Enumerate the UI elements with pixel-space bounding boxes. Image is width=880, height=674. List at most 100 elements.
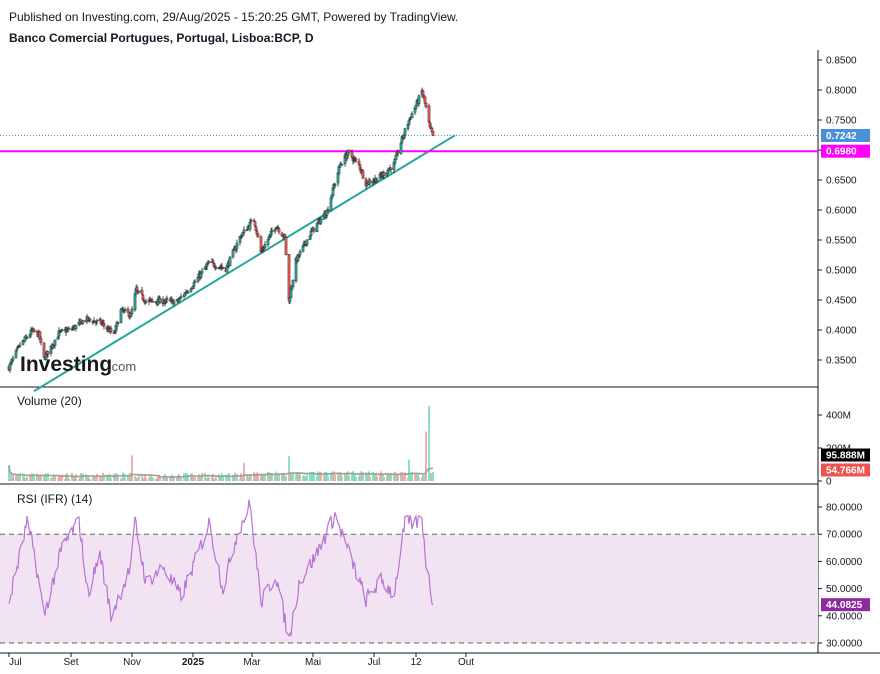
volume-bar xyxy=(354,474,356,481)
price-overlays xyxy=(0,134,818,393)
volume-bar xyxy=(64,478,66,481)
x-tick-label: 12 xyxy=(410,657,422,668)
volume-bar xyxy=(81,473,83,481)
candle-body xyxy=(389,167,393,170)
x-tick-label: Nov xyxy=(123,657,141,668)
volume-bar xyxy=(395,474,397,481)
volume-bar xyxy=(66,473,68,481)
volume-bar xyxy=(96,474,98,481)
volume-bar xyxy=(204,472,206,481)
volume-bar xyxy=(206,478,208,481)
volume-bar xyxy=(425,431,427,481)
volume-bar xyxy=(95,476,97,481)
volume-bar xyxy=(338,476,340,481)
x-tick-label: Out xyxy=(458,657,474,668)
volume-bar xyxy=(163,475,165,481)
candle-body xyxy=(431,131,435,136)
candle-body xyxy=(66,329,70,331)
volume-bar xyxy=(109,474,111,481)
candle-body xyxy=(192,282,196,287)
volume-pane-title: Volume (20) xyxy=(17,394,82,408)
volume-bar xyxy=(316,476,318,481)
volume-bar xyxy=(199,476,201,481)
volume-bar xyxy=(402,476,404,481)
volume-bar xyxy=(232,474,234,481)
volume-bar xyxy=(366,477,368,481)
volume-bar xyxy=(254,476,256,481)
candle-body xyxy=(142,299,146,302)
volume-bar xyxy=(50,477,52,481)
volume-bar xyxy=(201,473,203,481)
candle-body xyxy=(158,298,162,303)
symbol-title: Banco Comercial Portugues, Portugal, Lis… xyxy=(9,31,314,45)
volume-bar xyxy=(269,473,271,481)
candle-body xyxy=(347,149,351,153)
volume-bar xyxy=(299,474,301,481)
volume-bar xyxy=(291,476,293,481)
volume-bar xyxy=(358,476,360,481)
volume-bar xyxy=(129,472,131,481)
volume-bar xyxy=(323,474,325,481)
volume-bar xyxy=(386,475,388,481)
volume-bar xyxy=(324,471,326,481)
volume-bar xyxy=(352,471,354,481)
candle-body xyxy=(74,324,78,329)
volume-bar xyxy=(134,476,136,481)
volume-bar xyxy=(88,478,90,481)
candle-body xyxy=(427,105,431,123)
candle-body xyxy=(137,290,141,293)
candle-body xyxy=(354,158,358,161)
candle-body xyxy=(249,220,253,222)
volume-bar xyxy=(145,478,147,481)
x-tick-label: Set xyxy=(63,657,78,668)
volume-bars xyxy=(8,405,434,481)
volume-bar xyxy=(311,475,313,481)
volume-bar xyxy=(255,473,257,481)
volume-bar xyxy=(340,473,342,481)
volume-bar xyxy=(277,474,279,481)
volume-bar xyxy=(247,477,249,481)
volume-bar xyxy=(16,476,18,481)
volume-bar xyxy=(362,471,364,481)
volume-bar xyxy=(249,473,251,481)
volume-bar xyxy=(326,472,328,481)
candle-body xyxy=(18,345,22,347)
volume-bar xyxy=(58,475,60,481)
volume-bar xyxy=(310,471,312,481)
volume-bar xyxy=(320,472,322,481)
volume-bar xyxy=(74,477,76,481)
volume-bar xyxy=(347,471,349,481)
volume-bar xyxy=(170,477,172,481)
volume-bar xyxy=(431,474,433,481)
volume-bar xyxy=(137,478,139,481)
volume-bar xyxy=(345,473,347,481)
volume-bar xyxy=(417,474,419,481)
volume-bar xyxy=(428,405,430,481)
volume-bar xyxy=(115,473,117,481)
candle-body xyxy=(53,339,57,346)
volume-bar xyxy=(376,476,378,481)
volume-bar xyxy=(89,478,91,481)
volume-bar xyxy=(184,478,186,481)
volume-bar xyxy=(397,473,399,481)
volume-bar xyxy=(61,474,63,481)
candle-body xyxy=(15,348,19,351)
candle-body xyxy=(357,160,361,165)
volume-bar xyxy=(388,475,390,481)
volume-bar xyxy=(54,475,56,481)
volume-bar xyxy=(410,476,412,481)
volume-bar xyxy=(284,475,286,481)
candle-body xyxy=(60,329,64,331)
candle-body xyxy=(88,318,92,321)
volume-bar xyxy=(404,472,406,481)
volume-bar xyxy=(330,473,332,481)
volume-bar xyxy=(309,472,311,481)
volume-bar xyxy=(260,475,262,481)
volume-bar xyxy=(44,475,46,481)
candle-body xyxy=(424,102,428,108)
volume-bar xyxy=(267,471,269,481)
volume-bar xyxy=(37,475,39,481)
volume-bar xyxy=(47,473,49,481)
volume-bar xyxy=(187,474,189,481)
